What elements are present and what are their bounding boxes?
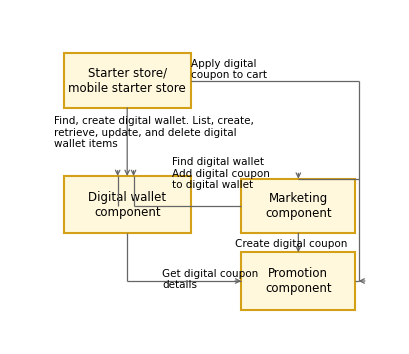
FancyBboxPatch shape [64,53,191,108]
Text: Marketing
component: Marketing component [265,192,332,220]
Text: Promotion
component: Promotion component [265,267,332,295]
FancyBboxPatch shape [241,252,355,310]
FancyBboxPatch shape [241,179,355,233]
Text: Starter store/
mobile starter store: Starter store/ mobile starter store [68,67,186,95]
Text: Create digital coupon: Create digital coupon [235,239,347,249]
FancyBboxPatch shape [64,176,191,233]
Text: Find, create digital wallet. List, create,
retrieve, update, and delete digital
: Find, create digital wallet. List, creat… [54,116,254,149]
Text: Find digital wallet
Add digital coupon
to digital wallet: Find digital wallet Add digital coupon t… [172,157,270,190]
Text: Get digital coupon
details: Get digital coupon details [162,269,258,290]
Text: Apply digital
coupon to cart: Apply digital coupon to cart [191,59,267,80]
Text: Digital wallet
component: Digital wallet component [88,191,166,219]
